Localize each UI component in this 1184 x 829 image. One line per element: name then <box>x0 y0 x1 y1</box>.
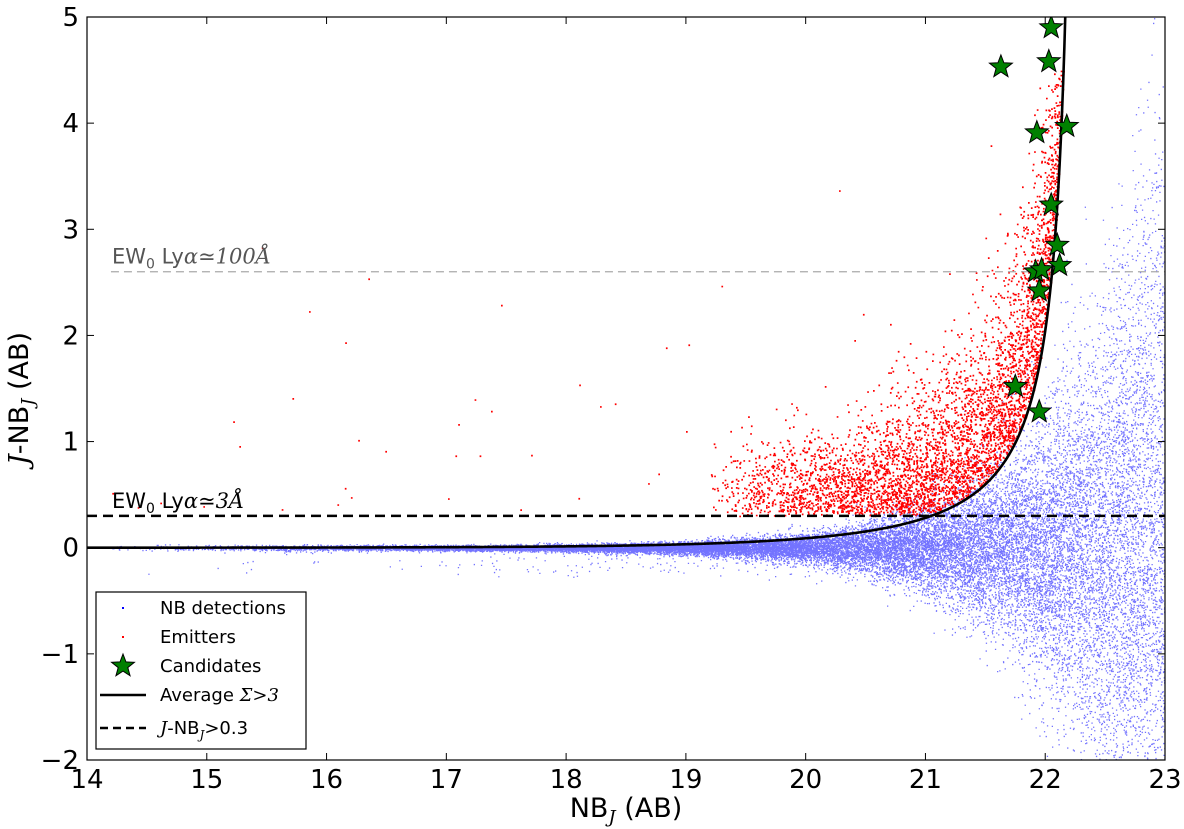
candidate-star-3 <box>1036 48 1062 73</box>
y-tick-label-4: 4 <box>62 109 79 139</box>
candidate-star-12 <box>1002 372 1029 398</box>
x-tick-label-22: 22 <box>1029 765 1062 795</box>
candidate-star-5 <box>1054 112 1080 138</box>
candidate-star-6 <box>1038 191 1064 216</box>
y-tick-label-0: 0 <box>62 534 79 564</box>
legend-label-candidates: Candidates <box>160 656 261 677</box>
legend-marker-detections <box>122 607 124 609</box>
candidate-star-4 <box>1024 119 1050 144</box>
x-axis-label: NBJ (AB) <box>570 793 683 828</box>
y-tick-label-2: 2 <box>62 321 79 351</box>
x-tick-label-21: 21 <box>909 765 942 795</box>
legend-marker-emitters <box>122 636 124 638</box>
legend-label-emitters: Emitters <box>160 627 236 648</box>
x-tick-label-14: 14 <box>70 765 103 795</box>
x-tick-label-18: 18 <box>550 765 583 795</box>
plot-frame <box>86 16 1166 761</box>
annotation-2: EW0 Lyα≃3Å <box>112 488 244 517</box>
x-tick-label-23: 23 <box>1148 765 1181 795</box>
y-axis-label: J-NBJ (AB) <box>4 332 39 470</box>
x-tick-label-20: 20 <box>789 765 822 795</box>
legend-label-curve: Average Σ>3 <box>160 685 279 706</box>
candidate-star-13 <box>1026 398 1053 423</box>
candidate-star-10 <box>1028 256 1055 281</box>
y-tick-label-1: 1 <box>62 428 79 458</box>
x-tick-label-17: 17 <box>430 765 463 795</box>
candidate-star-11 <box>1026 277 1053 302</box>
legend-label-detections: NB detections <box>160 598 286 619</box>
candidate-star-1 <box>1038 17 1064 39</box>
x-tick-label-19: 19 <box>669 765 702 795</box>
annotation-1: EW0 Lyα≃100Å <box>112 244 271 273</box>
y-tick-label-5: 5 <box>62 3 79 33</box>
axis-labels: NBJ (AB) J-NBJ (AB) <box>4 332 682 828</box>
legend-box <box>95 591 307 750</box>
legend-label-cut: J-NBJ>0.3 <box>156 718 248 742</box>
average-sigma-curve <box>87 17 1067 549</box>
y-tick-label--2: −2 <box>41 746 79 776</box>
y-tick-label-3: 3 <box>62 215 79 245</box>
legend-marker-candidates <box>110 652 136 677</box>
annotations: EW0 Lyα≃100Å EW0 Lyα≃3Å <box>112 244 271 517</box>
candidate-stars <box>988 17 1080 423</box>
candidate-star-2 <box>988 53 1014 78</box>
y-tick-label--1: −1 <box>41 640 79 670</box>
model-lines <box>87 17 1165 549</box>
x-tick-label-15: 15 <box>190 765 223 795</box>
legend: NB detections Emitters Candidates Average Σ… <box>95 591 307 750</box>
candidate-star-9 <box>1046 251 1073 277</box>
x-tick-label-16: 16 <box>310 765 343 795</box>
candidate-star-7 <box>1044 231 1070 257</box>
